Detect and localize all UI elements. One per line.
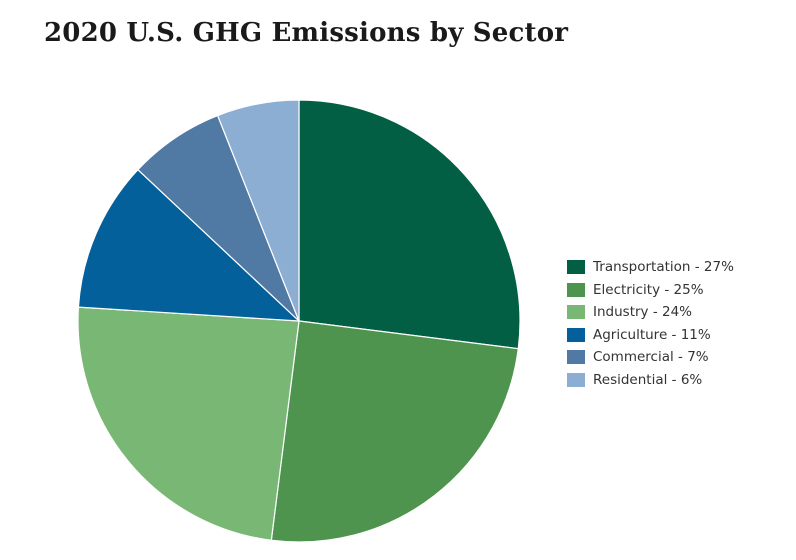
legend-swatch-transportation: [567, 260, 585, 275]
legend-item-residential: Residential - 6%: [567, 369, 734, 392]
legend-item-electricity: Electricity - 25%: [567, 279, 734, 302]
legend-swatch-electricity: [567, 282, 585, 297]
chart-legend: Transportation - 27% Electricity - 25% I…: [567, 256, 734, 391]
pie-slice-electricity: [270, 320, 519, 543]
legend-label-residential: Residential - 6%: [593, 371, 703, 388]
legend-swatch-residential: [567, 372, 585, 387]
legend-item-industry: Industry - 24%: [567, 301, 734, 324]
legend-item-commercial: Commercial - 7%: [567, 346, 734, 369]
legend-label-industry: Industry - 24%: [593, 304, 692, 321]
pie-slices: [77, 99, 521, 543]
legend-label-commercial: Commercial - 7%: [593, 349, 709, 366]
pie-slice-transportation: [298, 99, 521, 350]
legend-label-agriculture: Agriculture - 11%: [593, 326, 711, 343]
legend-item-agriculture: Agriculture - 11%: [567, 324, 734, 347]
pie-slice-residential: [217, 99, 300, 322]
chart-title: 2020 U.S. GHG Emissions by Sector: [44, 18, 569, 48]
pie-slice-agriculture: [77, 169, 300, 322]
legend-swatch-commercial: [567, 350, 585, 365]
legend-swatch-industry: [567, 305, 585, 320]
legend-label-electricity: Electricity - 25%: [593, 281, 704, 298]
legend-item-transportation: Transportation - 27%: [567, 256, 734, 279]
legend-swatch-agriculture: [567, 327, 585, 342]
legend-label-transportation: Transportation - 27%: [593, 259, 734, 276]
pie-slice-industry: [77, 306, 300, 541]
